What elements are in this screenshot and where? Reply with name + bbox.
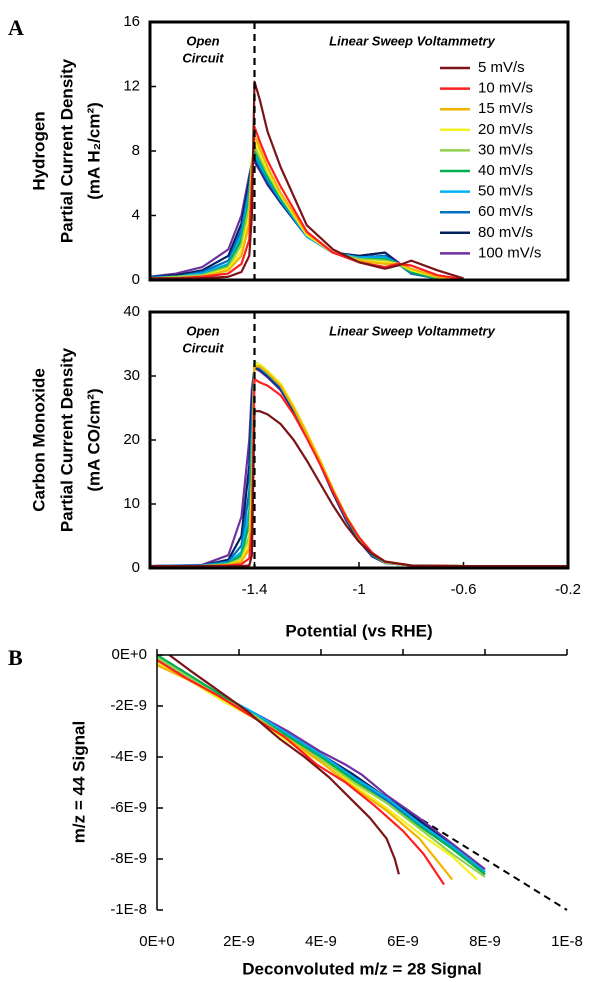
panel-label: B bbox=[8, 645, 23, 670]
x-tick-label: 1E-8 bbox=[551, 933, 583, 950]
y-tick-label: -6E-9 bbox=[110, 799, 147, 816]
y-tick-label: -1E-8 bbox=[110, 901, 147, 918]
y-axis-title: Partial Current Density bbox=[57, 347, 76, 532]
y-tick-label: 16 bbox=[123, 13, 140, 30]
legend-label: 80 mV/s bbox=[478, 224, 533, 241]
x-tick-label: -1.4 bbox=[242, 581, 268, 598]
open-circuit-label: Open bbox=[186, 323, 219, 338]
sweep-label: Linear Sweep Voltammetry bbox=[329, 33, 495, 48]
series-line bbox=[150, 125, 464, 281]
y-tick-label: 0 bbox=[132, 271, 140, 288]
y-tick-label: -8E-9 bbox=[110, 850, 147, 867]
x-tick-label: -0.6 bbox=[451, 581, 477, 598]
series-line bbox=[157, 654, 486, 876]
y-tick-label: 20 bbox=[123, 431, 140, 448]
legend-label: 5 mV/s bbox=[478, 59, 525, 76]
series-line bbox=[150, 410, 568, 568]
x-tick-label: 4E-9 bbox=[305, 933, 337, 950]
y-tick-label: 40 bbox=[123, 303, 140, 320]
legend-label: 100 mV/s bbox=[478, 244, 541, 261]
series-line bbox=[168, 654, 400, 875]
open-circuit-label: Circuit bbox=[182, 50, 224, 65]
x-tick-label: -0.2 bbox=[555, 581, 581, 598]
series-line bbox=[157, 659, 445, 886]
legend-label: 30 mV/s bbox=[478, 141, 533, 158]
y-axis-title: Hydrogen bbox=[29, 111, 48, 190]
y-tick-label: -2E-9 bbox=[110, 697, 147, 714]
legend-label: 60 mV/s bbox=[478, 203, 533, 220]
legend-label: 50 mV/s bbox=[478, 183, 533, 200]
x-tick-label: -1 bbox=[352, 581, 365, 598]
y-axis-title: Partial Current Density bbox=[57, 58, 76, 243]
x-tick-label: 8E-9 bbox=[469, 933, 501, 950]
x-axis-title: Deconvoluted m/z = 28 Signal bbox=[242, 959, 481, 978]
x-tick-label: 0E+0 bbox=[139, 933, 174, 950]
plot-frame bbox=[148, 20, 570, 282]
y-axis-title: (mA H₂/cm²) bbox=[84, 102, 103, 200]
open-circuit-label: Open bbox=[186, 33, 219, 48]
y-tick-label: 0E+0 bbox=[112, 646, 147, 663]
panel-label: A bbox=[8, 15, 24, 40]
legend-label: 10 mV/s bbox=[478, 80, 533, 97]
series-line bbox=[150, 80, 464, 280]
x-tick-label: 6E-9 bbox=[387, 933, 419, 950]
sweep-label: Linear Sweep Voltammetry bbox=[329, 323, 495, 338]
legend-label: 40 mV/s bbox=[478, 162, 533, 179]
x-tick-label: 2E-9 bbox=[223, 933, 255, 950]
y-tick-label: 10 bbox=[123, 495, 140, 512]
y-tick-label: 30 bbox=[123, 367, 140, 384]
y-tick-label: 4 bbox=[132, 206, 140, 223]
y-axis-title: Carbon Monoxide bbox=[29, 368, 48, 512]
y-axis-title: (mA CO/cm²) bbox=[84, 388, 103, 491]
legend-label: 15 mV/s bbox=[478, 100, 533, 117]
open-circuit-label: Circuit bbox=[182, 340, 224, 355]
y-tick-label: -4E-9 bbox=[110, 748, 147, 765]
plot-frame bbox=[148, 310, 570, 570]
y-axis-title: m/z = 44 Signal bbox=[69, 721, 88, 843]
legend-label: 20 mV/s bbox=[478, 121, 533, 138]
y-tick-label: 0 bbox=[132, 559, 140, 576]
y-tick-label: 12 bbox=[123, 77, 140, 94]
y-tick-label: 8 bbox=[132, 142, 140, 159]
x-axis-title: Potential (vs RHE) bbox=[285, 621, 432, 640]
